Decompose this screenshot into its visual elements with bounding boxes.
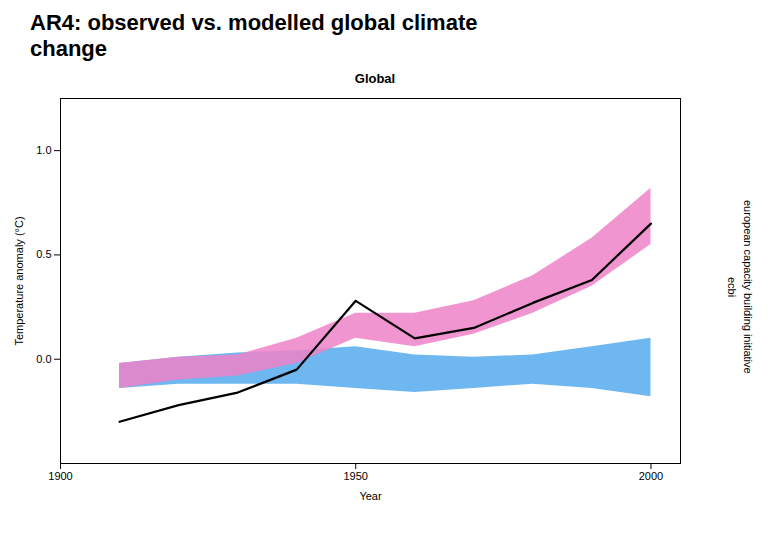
svg-text:Year: Year <box>359 489 382 501</box>
html-text:AR4: observed vs. modelled glo: AR4: observed vs. modelled global climat… <box>30 10 478 35</box>
html-text:european capacity building ini: european capacity building initiative <box>742 199 754 374</box>
svg-text:2000: 2000 <box>639 470 663 482</box>
svg-text:1900: 1900 <box>48 470 72 482</box>
svg-text:0.0: 0.0 <box>36 353 51 365</box>
svg-text:1950: 1950 <box>343 470 367 482</box>
html-text:Global: Global <box>354 70 396 86</box>
svg-text:0.5: 0.5 <box>36 248 51 260</box>
svg-text:1.0: 1.0 <box>36 144 51 156</box>
svg-text:Temperature anomaly (°C): Temperature anomaly (°C) <box>13 216 25 345</box>
html-text:ecbi: ecbi <box>726 276 738 297</box>
html-text:change: change <box>30 36 107 62</box>
